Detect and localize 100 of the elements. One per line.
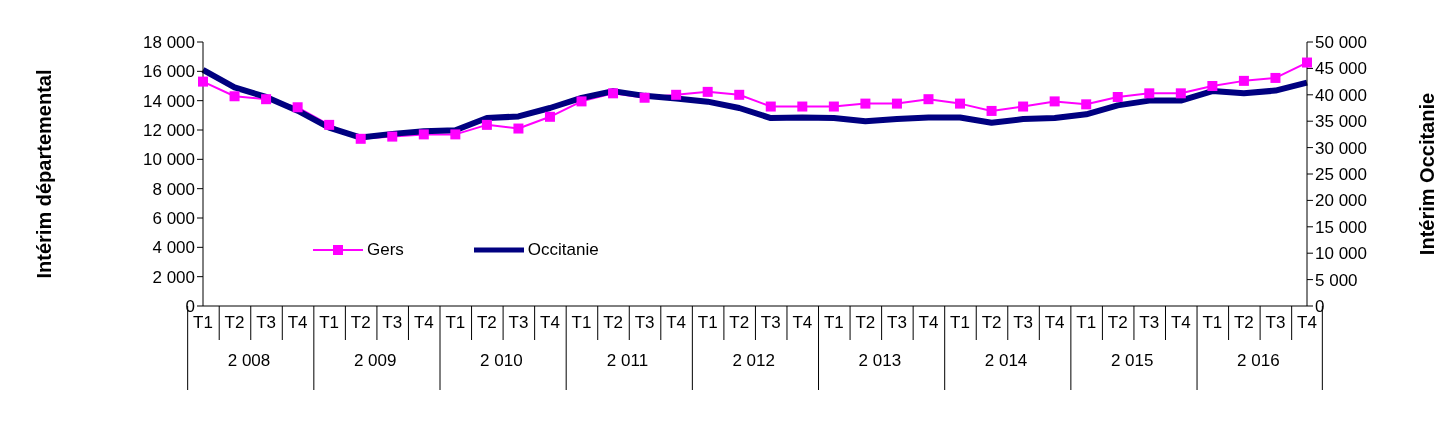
x-tick-label: T1	[697, 313, 718, 332]
x-tick-label: T1	[950, 313, 970, 332]
text: 2 016	[1237, 351, 1280, 370]
y2-tick-label: 40 000	[1315, 85, 1367, 105]
y2-tick-label: 10 000	[1315, 244, 1367, 264]
x-tick-label: T4	[792, 313, 813, 332]
y-tick-label: 16 000	[143, 62, 195, 82]
y2-tick-label: 50 000	[1315, 33, 1367, 53]
point	[955, 98, 966, 109]
point	[513, 123, 524, 134]
x-tick-label: T2	[603, 313, 623, 332]
y-tick-label: 10 000	[143, 150, 195, 170]
x-tick-label: T2	[1107, 313, 1128, 332]
point	[1112, 92, 1123, 102]
point	[229, 91, 240, 102]
point	[292, 102, 303, 113]
x-tick-label: T1	[1202, 313, 1223, 332]
point	[481, 119, 492, 130]
point	[1144, 88, 1155, 99]
text: 2 008	[227, 351, 271, 370]
y2-tick-label: 30 000	[1315, 138, 1367, 158]
point	[198, 76, 208, 87]
x-tick-label: T3	[634, 313, 655, 332]
y2-axis-title: Intérim Occitanie	[1416, 92, 1439, 256]
x-tick-label: T2	[729, 313, 750, 332]
point	[576, 96, 587, 107]
text: 2 013	[858, 351, 902, 370]
point	[1049, 96, 1060, 107]
y-tick-label: 0	[185, 297, 195, 317]
x-tick-label: T3	[1265, 313, 1286, 332]
x-tick-label: T3	[760, 313, 781, 332]
y-tick-label: 12 000	[143, 121, 195, 141]
point	[639, 92, 650, 103]
x-tick-label: T3	[382, 313, 403, 332]
point	[765, 101, 776, 112]
x-tick-label: T2	[224, 313, 245, 332]
x-tick-label: T3	[1013, 313, 1034, 332]
x-tick-label: T1	[445, 313, 466, 332]
point	[797, 101, 808, 112]
y2-tick-label: 0	[1315, 297, 1325, 317]
y-tick-label: 2 000	[152, 267, 195, 287]
y2-tick-label: 45 000	[1315, 59, 1367, 79]
point	[828, 101, 839, 112]
x-tick-label: T3	[508, 313, 529, 332]
x-tick-label: T1	[823, 313, 844, 332]
y2-tick-label: 20 000	[1315, 191, 1367, 211]
point	[671, 89, 682, 100]
point	[418, 129, 429, 140]
y-tick-label: 4 000	[152, 238, 195, 258]
text: 2 009	[353, 351, 397, 370]
x-tick-label: T1	[1076, 313, 1097, 332]
x-tick-label: T2	[476, 313, 497, 332]
y-tick-label: 18 000	[143, 33, 195, 53]
text: 2 015	[1110, 351, 1154, 370]
y2-tick-label: 25 000	[1315, 165, 1367, 185]
x-tick-label: T4	[540, 313, 560, 332]
x-tick-label: T4	[918, 313, 939, 332]
y2-tick-label: 15 000	[1315, 217, 1367, 237]
x-tick-label: T4	[413, 313, 434, 332]
point	[1302, 57, 1312, 68]
legend-label: Occitanie	[527, 240, 599, 260]
point	[450, 129, 461, 140]
x-tick-label: T4	[1044, 313, 1065, 332]
y-tick-label: 8 000	[152, 179, 195, 199]
y-tick-label: 6 000	[152, 209, 195, 229]
x-tick-label: T3	[1139, 313, 1160, 332]
point	[608, 88, 619, 99]
x-tick-label: T2	[1233, 313, 1254, 332]
point	[1081, 99, 1092, 110]
x-tick-label: T4	[1170, 313, 1191, 332]
point	[1018, 101, 1029, 112]
x-tick-label: T2	[855, 313, 876, 332]
x-tick-label: T4	[1297, 313, 1317, 332]
point	[734, 89, 745, 100]
point	[387, 131, 398, 142]
point	[1270, 72, 1281, 83]
legend-label: Gers	[367, 240, 404, 260]
y-tick-label: 14 000	[143, 91, 195, 111]
x-tick-label: T3	[256, 313, 277, 332]
point	[1207, 81, 1218, 91]
point	[1238, 75, 1249, 86]
point	[355, 133, 366, 144]
x-tick-label: T1	[193, 313, 213, 332]
point	[860, 98, 871, 109]
point	[891, 98, 902, 109]
x-tick-label: T4	[666, 313, 687, 332]
x-tick-label: T1	[319, 313, 340, 332]
text: 2 010	[480, 351, 523, 370]
y-axis-title: Intérim départemental	[33, 69, 56, 279]
point	[1175, 88, 1186, 99]
point	[261, 94, 272, 105]
text: 2 011	[606, 351, 649, 370]
y2-tick-label: 35 000	[1315, 112, 1367, 132]
y2-tick-label: 5 000	[1315, 270, 1358, 290]
x-tick-label: T4	[287, 313, 308, 332]
point	[986, 105, 997, 116]
point	[544, 111, 555, 122]
x-tick-label: T3	[887, 313, 907, 332]
x-tick-label: T1	[571, 313, 592, 332]
x-tick-label: T2	[981, 313, 1002, 332]
